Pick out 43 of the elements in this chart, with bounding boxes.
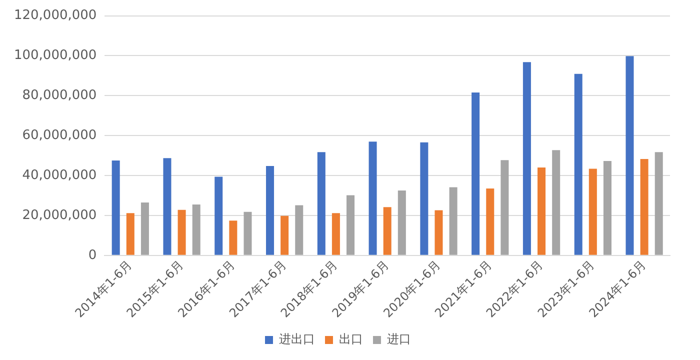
bar — [229, 220, 238, 255]
bar — [574, 74, 582, 255]
y-tick-label: 60,000,000 — [22, 128, 97, 143]
bar — [538, 168, 546, 255]
bar — [626, 56, 634, 255]
y-tick-label: 40,000,000 — [22, 168, 97, 183]
bar — [317, 152, 326, 255]
legend-label: 出口 — [339, 332, 363, 346]
bar — [383, 207, 392, 255]
bar — [552, 150, 560, 255]
y-tick-label: 80,000,000 — [22, 88, 97, 104]
bar — [332, 213, 340, 255]
bar — [280, 216, 289, 255]
bar — [472, 92, 480, 255]
legend-label: 进口 — [387, 332, 411, 346]
bar — [192, 204, 200, 255]
bar — [434, 210, 443, 255]
bar — [603, 160, 612, 255]
y-tick-label: 0 — [88, 248, 97, 263]
bar — [214, 176, 223, 255]
y-tick-label: 120,000,000 — [14, 8, 97, 24]
bar — [500, 160, 509, 255]
bar — [640, 158, 648, 255]
bar — [178, 210, 186, 255]
bar — [449, 187, 458, 255]
bar — [346, 195, 355, 255]
bar — [244, 212, 252, 255]
bar — [295, 205, 304, 255]
bar — [420, 142, 428, 255]
bar — [266, 166, 274, 255]
bar — [588, 168, 597, 255]
bar — [368, 142, 377, 255]
bar — [163, 158, 172, 255]
bar — [522, 62, 531, 255]
bar — [398, 190, 406, 255]
bar — [126, 213, 134, 255]
bar — [140, 202, 149, 255]
bar — [654, 152, 663, 255]
y-tick-label: 100,000,000 — [14, 48, 97, 64]
bar — [112, 160, 120, 255]
y-tick-label: 20,000,000 — [22, 208, 97, 223]
legend-label: 进出口 — [279, 332, 315, 346]
bar — [486, 188, 494, 255]
